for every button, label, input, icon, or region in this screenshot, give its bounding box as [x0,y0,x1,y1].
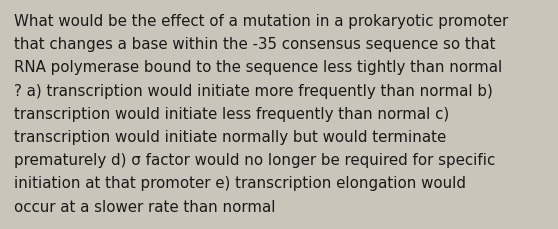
Text: RNA polymerase bound to the sequence less tightly than normal: RNA polymerase bound to the sequence les… [14,60,502,75]
Text: transcription would initiate less frequently than normal c): transcription would initiate less freque… [14,106,449,121]
Text: transcription would initiate normally but would terminate: transcription would initiate normally bu… [14,129,446,144]
Text: initiation at that promoter e) transcription elongation would: initiation at that promoter e) transcrip… [14,176,466,191]
Text: that changes a base within the -35 consensus sequence so that: that changes a base within the -35 conse… [14,37,496,52]
Text: prematurely d) σ factor would no longer be required for specific: prematurely d) σ factor would no longer … [14,153,496,167]
Text: What would be the effect of a mutation in a prokaryotic promoter: What would be the effect of a mutation i… [14,14,508,29]
Text: occur at a slower rate than normal: occur at a slower rate than normal [14,199,276,214]
Text: ? a) transcription would initiate more frequently than normal b): ? a) transcription would initiate more f… [14,83,493,98]
